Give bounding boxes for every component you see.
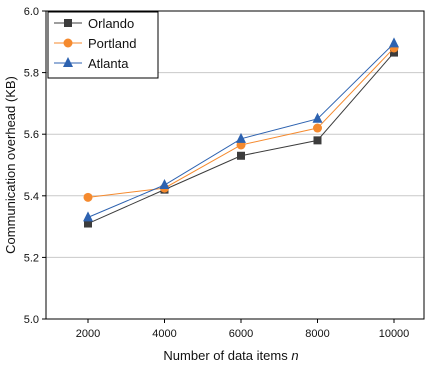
y-tick-label: 6.0 <box>24 6 39 18</box>
series-layer <box>83 37 399 228</box>
data-point-orlando <box>237 151 245 160</box>
axes: 5.0 5.2 5.4 5.6 5.8 6.0 2000 4000 6000 8000 10000 <box>24 6 410 340</box>
y-tick-label: 5.0 <box>24 314 39 326</box>
legend-item-atlanta: Atlanta <box>54 56 129 71</box>
legend-label-orlando: Orlando <box>88 16 134 31</box>
legend: Orlando Portland Atlanta <box>47 11 159 79</box>
data-point-atlanta <box>312 112 323 123</box>
y-tick-label: 5.6 <box>24 129 39 141</box>
x-axis-title-text: Number of data items <box>163 348 288 363</box>
plot-frame <box>45 10 425 320</box>
legend-item-portland: Portland <box>54 36 136 51</box>
data-point-orlando <box>390 48 398 57</box>
legend-item-orlando: Orlando <box>54 16 134 31</box>
data-point-orlando <box>313 136 322 145</box>
data-point-atlanta <box>236 132 246 143</box>
data-point-atlanta <box>83 211 93 222</box>
data-point-portland <box>83 192 93 202</box>
gridlines <box>46 72 424 258</box>
y-axis-title: Communication overhead (KB) <box>3 76 18 254</box>
data-point-orlando <box>84 219 92 228</box>
legend-marker-orlando <box>64 19 72 27</box>
y-tick-label: 5.8 <box>24 68 39 80</box>
y-tick-label: 5.4 <box>24 191 39 203</box>
x-axis-title: Number of data items n <box>163 348 298 363</box>
series-atlanta <box>83 37 399 222</box>
x-tick-label: 4000 <box>152 328 176 340</box>
legend-label-atlanta: Atlanta <box>88 56 129 71</box>
data-point-atlanta <box>389 37 399 48</box>
data-point-portland <box>313 123 322 133</box>
legend-marker-atlanta <box>63 57 73 67</box>
x-tick-label: 6000 <box>229 328 253 340</box>
y-tick-label: 5.2 <box>24 252 39 264</box>
x-tick-label: 8000 <box>305 328 329 340</box>
x-tick-label: 2000 <box>76 328 100 340</box>
x-axis-title-variable: n <box>291 348 298 363</box>
legend-marker-portland <box>63 38 73 48</box>
data-point-atlanta <box>159 179 170 190</box>
legend-label-portland: Portland <box>88 36 136 51</box>
x-tick-label: 10000 <box>379 328 410 340</box>
